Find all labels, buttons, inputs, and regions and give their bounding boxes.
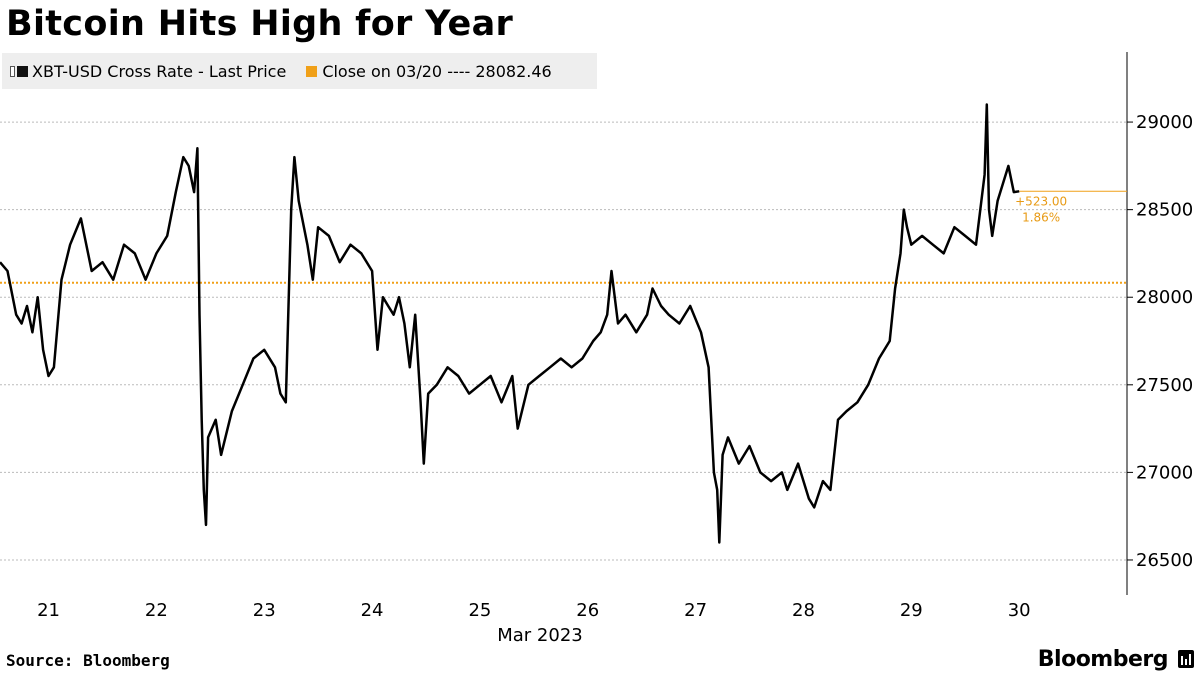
source-note: Source: Bloomberg (6, 651, 170, 670)
y-tick-label: 29000 (1136, 112, 1193, 133)
gridlines (0, 121, 1127, 561)
x-tick-label: 24 (361, 600, 384, 621)
reference-swatch-icon (306, 65, 318, 77)
y-tick-label: 28500 (1136, 200, 1193, 221)
x-tick-label: 23 (253, 600, 276, 621)
legend-item-series: XBT-USD Cross Rate - Last Price (10, 62, 286, 81)
y-tick-label: 27000 (1136, 462, 1193, 483)
price-series-line (0, 103, 1020, 544)
y-tick-label: 27500 (1136, 375, 1193, 396)
x-tick-label: 22 (145, 600, 168, 621)
annotation-percent: 1.86% (1022, 210, 1060, 224)
x-axis-label: Mar 2023 (497, 625, 583, 646)
bloomberg-logo: Bloomberg (1037, 647, 1169, 672)
x-tick-label: 21 (37, 600, 60, 621)
annotation-change: +523.00 (1015, 194, 1067, 208)
bloomberg-mark-icon (1178, 650, 1194, 668)
legend-reference-label: Close on 03/20 ---- 28082.46 (322, 61, 552, 81)
x-tick-label: 25 (468, 600, 491, 621)
x-tick-label: 26 (576, 600, 599, 621)
y-tick-label: 28000 (1136, 287, 1193, 308)
legend-item-reference: Close on 03/20 ---- 28082.46 (294, 61, 552, 81)
legend: XBT-USD Cross Rate - Last Price Close on… (2, 53, 597, 89)
x-axis: 21 22 23 24 25 26 27 28 29 30 (37, 600, 1031, 621)
x-tick-label: 27 (684, 600, 707, 621)
y-tick-label: 26500 (1136, 550, 1193, 571)
line-series-swatch-icon (10, 65, 28, 77)
y-axis: 26500 27000 27500 28000 28500 29000 (1127, 112, 1193, 571)
x-tick-label: 28 (792, 600, 815, 621)
x-tick-label: 30 (1008, 600, 1031, 621)
legend-series-label: XBT-USD Cross Rate - Last Price (32, 61, 287, 81)
chart-title: Bitcoin Hits High for Year (6, 4, 514, 44)
x-tick-label: 29 (900, 600, 923, 621)
